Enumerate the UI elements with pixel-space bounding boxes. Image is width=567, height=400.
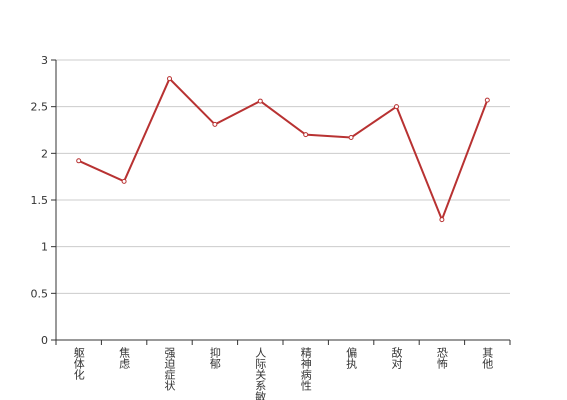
x-tick-label: 抑郁 — [208, 346, 221, 369]
point — [348, 134, 354, 140]
line — [78, 76, 489, 223]
x-tick-label: 躯体化 — [72, 347, 85, 381]
y-tick-label: 2 — [41, 147, 48, 160]
point — [167, 76, 172, 82]
y-tick-label: 0 — [41, 334, 48, 347]
x-tick-label: 其他 — [481, 347, 494, 369]
x-tick-label: 强迫症状 — [163, 347, 176, 391]
point — [212, 121, 218, 127]
point — [439, 217, 445, 223]
y-tick-label: 3 — [41, 54, 48, 67]
x-tick-label: 偏执 — [345, 346, 358, 370]
point — [303, 132, 309, 138]
x-tick-label: 敌对 — [390, 346, 403, 369]
y-tick-label: 1.5 — [31, 194, 49, 207]
x-tick-label: 精神病性 — [299, 347, 312, 392]
x-tick-label: 焦虑 — [118, 347, 131, 369]
point — [394, 104, 399, 110]
point — [121, 178, 127, 184]
y-tick-label: 0.5 — [31, 287, 49, 300]
x-tick-label: 人际关系敏感 — [254, 347, 267, 400]
point — [257, 98, 263, 104]
x-tick-label: 恐怖 — [435, 347, 448, 369]
y-tick-label: 1 — [41, 241, 48, 254]
point — [76, 158, 82, 164]
point — [484, 97, 490, 103]
y-tick-label: 2.5 — [31, 101, 49, 114]
